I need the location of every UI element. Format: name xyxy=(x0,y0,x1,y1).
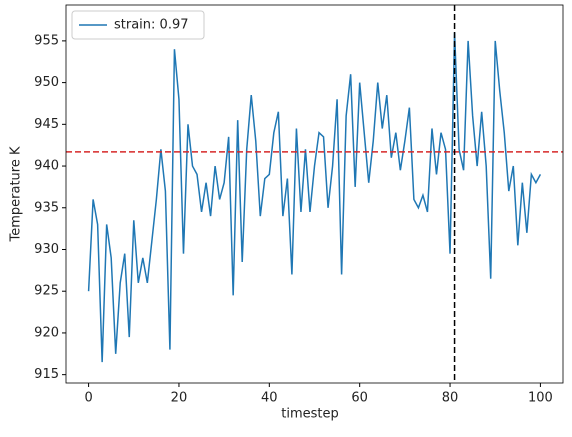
data-line xyxy=(87,32,542,363)
x-tick-label: 80 xyxy=(442,391,459,406)
y-axis-label: Temperature K xyxy=(9,146,24,242)
x-tick-label: 20 xyxy=(171,391,188,406)
x-axis-label: timestep xyxy=(281,407,339,422)
legend-label: strain: 0.97 xyxy=(114,18,189,33)
y-tick-label: 945 xyxy=(34,117,59,132)
plot-frame xyxy=(65,4,564,384)
legend-box xyxy=(71,10,205,40)
x-tick-label: 60 xyxy=(351,391,368,406)
y-tick-label: 935 xyxy=(34,200,59,215)
y-tick-label: 920 xyxy=(34,325,59,340)
x-tick-label: 0 xyxy=(84,391,92,406)
y-tick-label: 950 xyxy=(34,75,59,90)
y-tick-label: 930 xyxy=(34,242,59,257)
y-tick-label: 955 xyxy=(34,33,59,48)
y-tick-label: 915 xyxy=(34,367,59,382)
y-tick-label: 940 xyxy=(34,159,59,174)
x-tick-label: 100 xyxy=(528,391,553,406)
x-tick-label: 40 xyxy=(261,391,278,406)
y-tick-label: 925 xyxy=(34,284,59,299)
